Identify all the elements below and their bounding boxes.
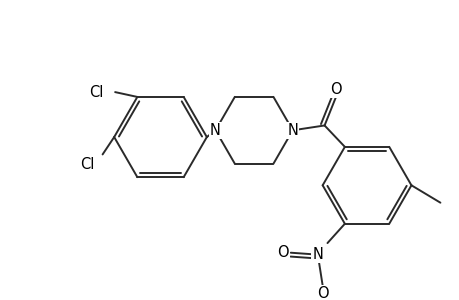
Text: N: N bbox=[312, 247, 323, 262]
Text: N: N bbox=[210, 123, 220, 138]
Text: N: N bbox=[287, 123, 297, 138]
Text: O: O bbox=[316, 286, 328, 300]
Text: Cl: Cl bbox=[89, 85, 103, 100]
Text: O: O bbox=[277, 245, 288, 260]
Text: Cl: Cl bbox=[80, 157, 95, 172]
Text: O: O bbox=[330, 82, 341, 97]
